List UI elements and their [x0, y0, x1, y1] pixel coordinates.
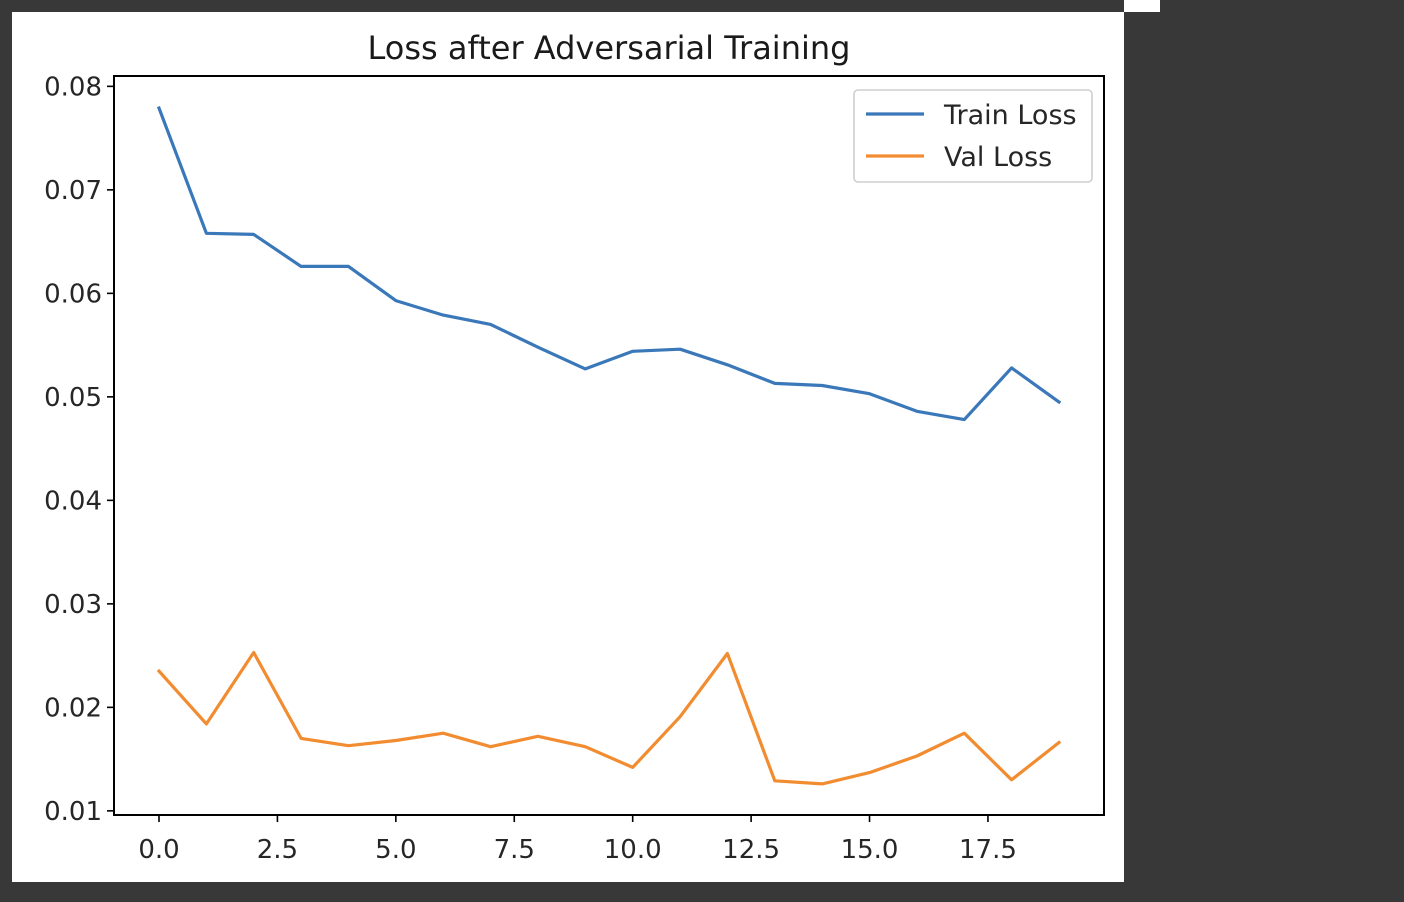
- y-tick-label: 0.05: [44, 383, 102, 413]
- x-tick-label: 0.0: [138, 835, 179, 865]
- line-chart: Loss after Adversarial Training 0.0 2.5 5.…: [44, 29, 1105, 865]
- legend: Train Loss Val Loss: [853, 89, 1093, 183]
- chart-title: Loss after Adversarial Training: [368, 29, 851, 67]
- series-layer: [156, 106, 1062, 786]
- window-edge-strip: [1124, 0, 1160, 12]
- y-tick-label: 0.01: [44, 797, 102, 827]
- y-tick-label: 0.04: [44, 486, 102, 516]
- legend-label: Val Loss: [944, 142, 1052, 173]
- y-tick-label: 0.02: [44, 693, 102, 723]
- y-tick-label: 0.08: [44, 72, 102, 102]
- x-axis: 0.0 2.5 5.0 7.5 10.0 12.5 15.0 17.5: [138, 815, 1017, 865]
- x-tick-label: 12.5: [722, 835, 780, 865]
- x-tick-label: 17.5: [959, 835, 1017, 865]
- x-tick-label: 10.0: [604, 835, 662, 865]
- x-tick-label: 15.0: [841, 835, 899, 865]
- y-tick-label: 0.06: [44, 279, 102, 309]
- x-tick-label: 2.5: [257, 835, 298, 865]
- axes-frame: [113, 75, 1105, 816]
- series-line-train-loss: [156, 106, 1062, 422]
- x-tick-label: 5.0: [375, 835, 416, 865]
- y-tick-label: 0.07: [44, 176, 102, 206]
- y-axis: 0.01 0.02 0.03 0.04 0.05 0.06 0.07 0.08: [44, 72, 114, 827]
- legend-label: Train Loss: [943, 100, 1077, 131]
- series-line-val-loss: [156, 650, 1062, 786]
- chart-figure: Loss after Adversarial Training 0.0 2.5 5.…: [12, 12, 1124, 882]
- y-tick-label: 0.03: [44, 590, 102, 620]
- x-tick-label: 7.5: [494, 835, 535, 865]
